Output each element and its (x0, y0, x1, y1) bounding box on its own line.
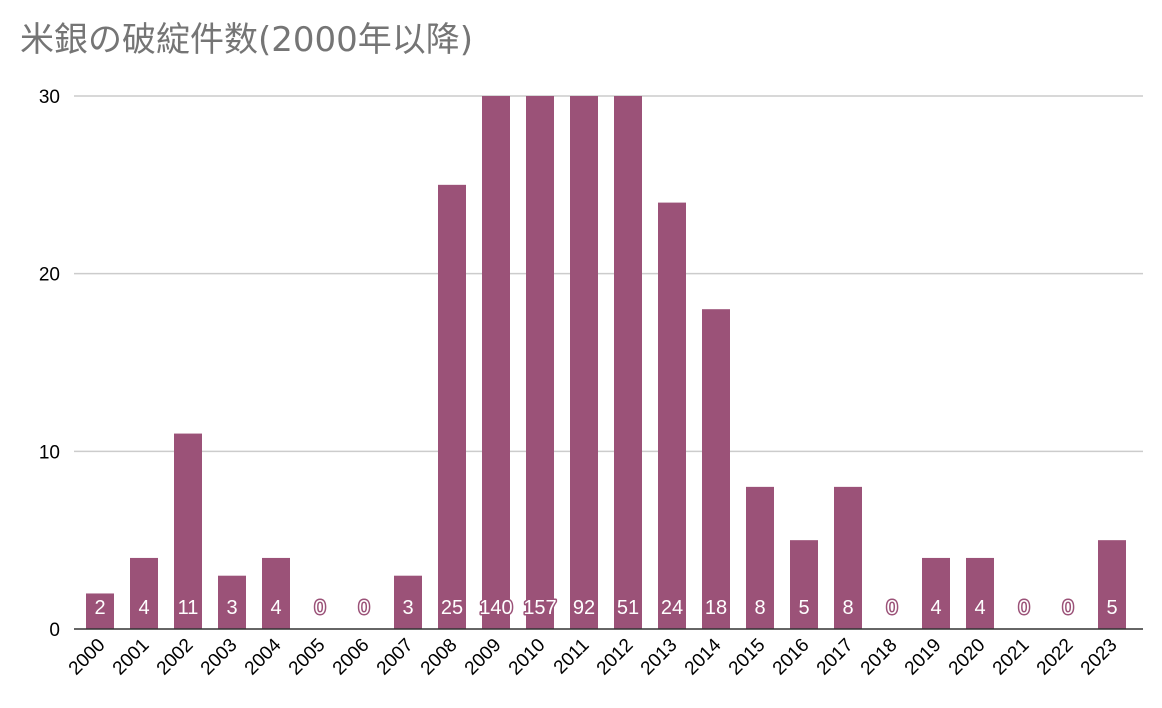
data-label-2004: 4 (270, 597, 281, 619)
data-labels: 2 4 11 3 4 0 0 3 25 140 157 92 51 24 18 8 5 8 0 4 4 0 0 5 (93, 596, 1119, 621)
data-label-2012: 51 (617, 597, 639, 619)
bar-2010[interactable] (526, 96, 554, 629)
bar-2013[interactable] (658, 202, 686, 629)
data-label-2000: 2 (94, 597, 105, 619)
data-label-2006: 0 (358, 597, 369, 619)
x-tick-label-2005: 2005 (285, 635, 330, 680)
gridlines (74, 95, 1143, 453)
data-label-2005: 0 (314, 597, 325, 619)
chart-title: 米銀の破綻件数(2000年以降) (20, 20, 474, 60)
data-label-2009: 140 (479, 597, 512, 619)
x-tick-label-2021: 2021 (989, 635, 1034, 680)
data-label-2014: 18 (705, 597, 727, 619)
x-tick-label-2006: 2006 (329, 635, 374, 680)
y-tick-label-0: 0 (49, 620, 60, 641)
bar-2007[interactable] (394, 575, 422, 629)
data-label-2007: 3 (402, 597, 413, 619)
x-tick-label-2007: 2007 (373, 635, 418, 680)
x-tick-label-2001: 2001 (109, 635, 154, 680)
data-label-2023: 5 (1106, 597, 1117, 619)
x-tick-label-2020: 2020 (945, 635, 990, 680)
bar-2001[interactable] (130, 557, 158, 629)
x-tick-label-2018: 2018 (857, 635, 902, 680)
y-tick-label-30: 30 (39, 87, 60, 108)
bar-2016[interactable] (790, 540, 818, 629)
x-tick-label-2003: 2003 (197, 635, 242, 680)
data-label-2003: 3 (226, 597, 237, 619)
data-label-2013: 24 (661, 597, 683, 619)
y-tick-label-20: 20 (39, 265, 60, 286)
x-tick-label-2016: 2016 (769, 635, 814, 680)
x-axis-ticks: 2000 2001 2002 2003 2004 2005 2006 2007 2008 2009… (65, 634, 1122, 679)
bar-2023[interactable] (1098, 540, 1126, 629)
data-label-2011: 92 (573, 597, 595, 619)
bar-2017[interactable] (834, 486, 862, 629)
x-tick-label-2017: 2017 (813, 635, 858, 680)
data-label-2010: 157 (523, 597, 556, 619)
x-tick-label-2011: 2011 (550, 635, 594, 679)
data-label-2016: 5 (798, 597, 809, 619)
bar-2020[interactable] (966, 557, 994, 629)
x-tick-label-2015: 2015 (725, 635, 770, 680)
bar-2002[interactable] (174, 433, 202, 629)
x-tick-label-2019: 2019 (901, 635, 946, 680)
bars (86, 96, 1126, 630)
x-tick-label-2002: 2002 (153, 635, 198, 680)
x-tick-label-2008: 2008 (417, 635, 462, 680)
data-label-2019: 4 (930, 597, 941, 619)
bar-2004[interactable] (262, 557, 290, 629)
data-label-2020: 4 (974, 597, 985, 619)
bar-2014[interactable] (702, 309, 730, 629)
bar-2000[interactable] (86, 593, 114, 629)
x-tick-label-2000: 2000 (65, 635, 110, 680)
data-label-2001: 4 (138, 597, 149, 619)
data-label-2017: 8 (842, 597, 853, 619)
bar-2008[interactable] (438, 184, 466, 630)
x-tick-label-2012: 2012 (593, 635, 638, 680)
x-tick-label-2004: 2004 (241, 634, 286, 679)
data-label-2022: 0 (1062, 597, 1073, 619)
y-tick-label-10: 10 (39, 442, 60, 463)
data-label-2021: 0 (1018, 597, 1029, 619)
x-tick-label-2014: 2014 (681, 634, 726, 679)
data-label-2008: 25 (441, 597, 463, 619)
bar-2012[interactable] (614, 96, 642, 629)
x-tick-label-2009: 2009 (461, 635, 506, 680)
x-tick-label-2013: 2013 (637, 635, 682, 680)
x-tick-label-2010: 2010 (505, 635, 550, 680)
data-label-2015: 8 (754, 597, 765, 619)
bar-2019[interactable] (922, 557, 950, 629)
bar-2009[interactable] (482, 96, 510, 629)
x-tick-label-2023: 2023 (1077, 635, 1122, 680)
x-tick-label-2022: 2022 (1033, 635, 1078, 680)
data-label-2018: 0 (886, 597, 897, 619)
bar-2003[interactable] (218, 575, 246, 629)
data-label-2002: 11 (178, 597, 199, 619)
bar-2015[interactable] (746, 486, 774, 629)
bar-2011[interactable] (570, 96, 598, 629)
y-axis-ticks: 0 10 20 30 (39, 87, 60, 641)
